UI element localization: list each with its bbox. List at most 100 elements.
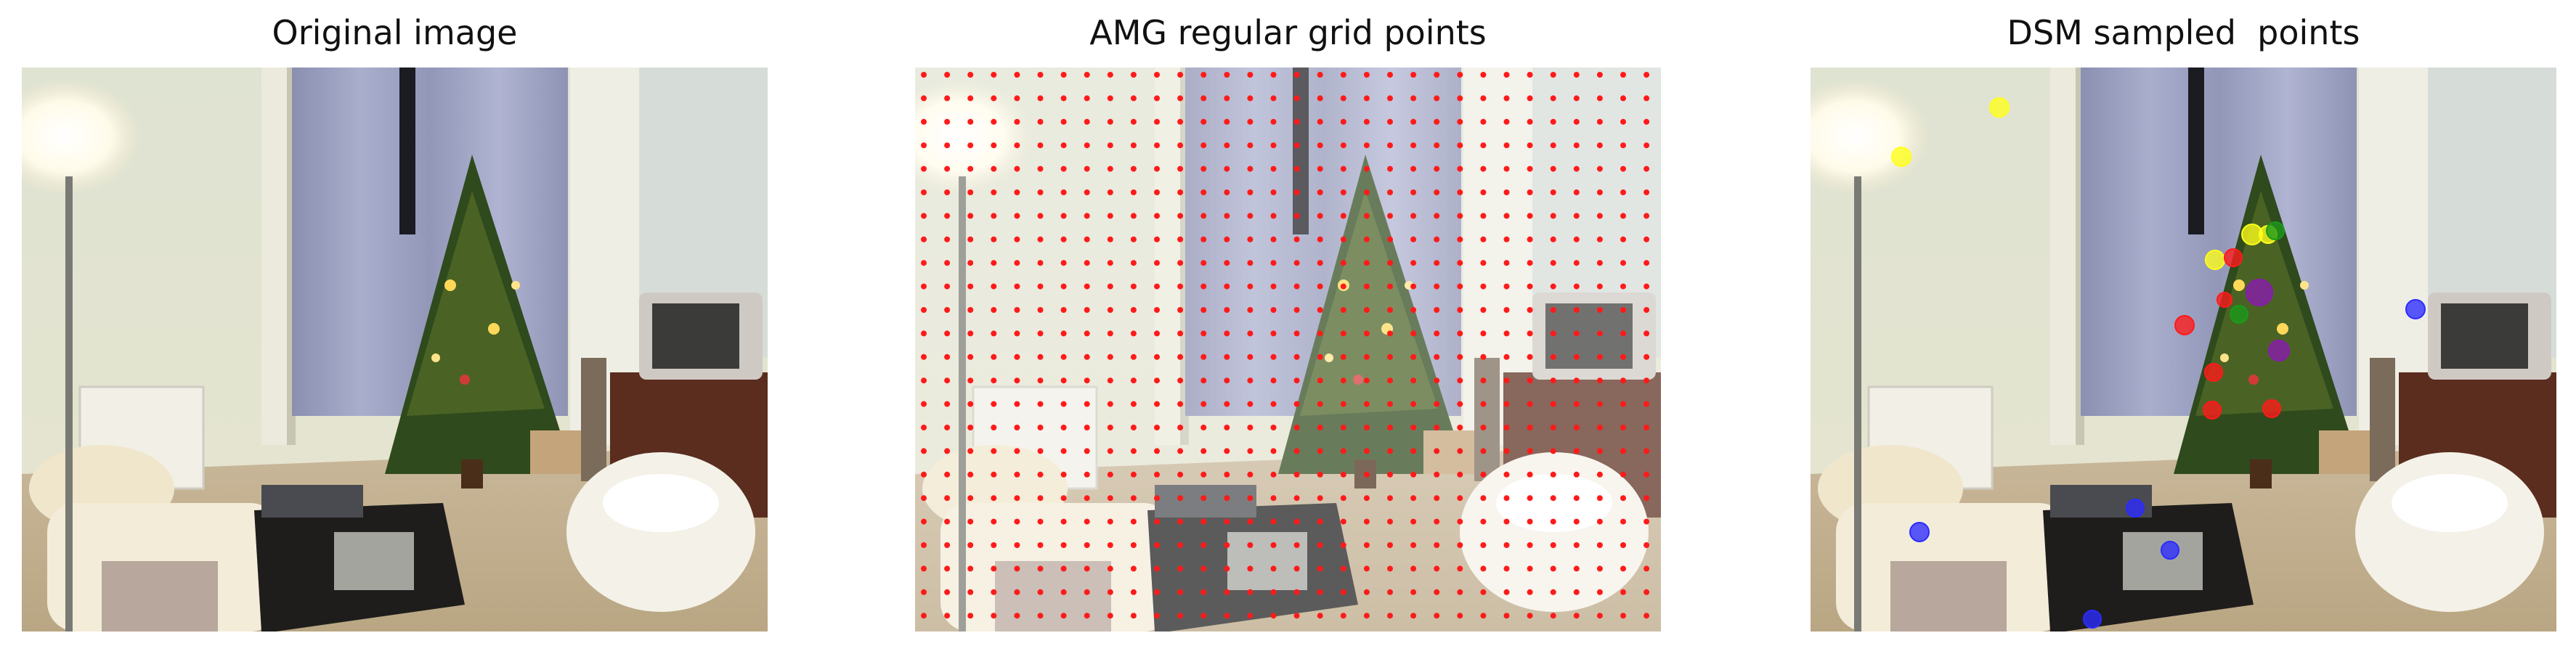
grid-point xyxy=(1503,353,1510,360)
grid-point xyxy=(1130,283,1137,290)
grid-point xyxy=(1317,353,1323,360)
grid-point xyxy=(1363,95,1370,102)
grid-point xyxy=(944,518,951,525)
grid-point xyxy=(1363,613,1370,619)
grid-point xyxy=(1130,353,1137,360)
grid-point xyxy=(1200,401,1207,407)
grid-point xyxy=(1037,542,1044,548)
grid-point xyxy=(1620,330,1626,337)
grid-point xyxy=(1293,95,1300,102)
grid-point xyxy=(1643,283,1650,290)
grid-point xyxy=(1527,542,1533,548)
grid-point xyxy=(1270,613,1277,619)
grid-point xyxy=(921,518,927,525)
grid-point xyxy=(991,518,997,525)
sampled-point xyxy=(1909,522,1930,542)
grid-point xyxy=(1643,401,1650,407)
grid-point xyxy=(1596,589,1603,595)
grid-point xyxy=(1154,118,1160,125)
grid-point xyxy=(1434,377,1440,384)
grid-point xyxy=(944,353,951,360)
grid-point xyxy=(1527,283,1533,290)
grid-point xyxy=(1224,236,1230,242)
grid-point xyxy=(1620,613,1626,619)
grid-point xyxy=(1573,542,1580,548)
grid-point xyxy=(1620,189,1626,195)
grid-point xyxy=(1154,565,1160,572)
grid-point xyxy=(1620,401,1626,407)
grid-point xyxy=(1317,401,1323,407)
grid-point xyxy=(1247,283,1254,290)
grid-point xyxy=(1596,283,1603,290)
grid-point xyxy=(1434,495,1440,502)
grid-point xyxy=(1410,495,1417,502)
grid-point xyxy=(1037,495,1044,502)
grid-point xyxy=(1107,236,1113,242)
grid-point xyxy=(1177,495,1184,502)
grid-point xyxy=(1480,189,1487,195)
grid-point xyxy=(1503,118,1510,125)
grid-point xyxy=(1387,118,1393,125)
grid-point xyxy=(1457,213,1463,219)
grid-point xyxy=(1434,542,1440,548)
grid-point xyxy=(1387,495,1393,502)
grid-point xyxy=(1340,283,1346,290)
grid-point xyxy=(1107,307,1113,313)
grid-point xyxy=(1224,353,1230,360)
grid-point xyxy=(1200,377,1207,384)
grid-point xyxy=(1107,613,1113,619)
grid-point xyxy=(967,495,974,502)
grid-point xyxy=(1130,142,1137,149)
grid-point xyxy=(1363,72,1370,78)
grid-point xyxy=(1200,95,1207,102)
grid-point xyxy=(1550,142,1556,149)
grid-point xyxy=(1620,518,1626,525)
grid-point xyxy=(1573,448,1580,454)
grid-point xyxy=(1573,236,1580,242)
grid-point xyxy=(1573,307,1580,313)
grid-point xyxy=(1573,260,1580,266)
grid-point xyxy=(1293,377,1300,384)
grid-point xyxy=(1387,353,1393,360)
grid-point xyxy=(1130,213,1137,219)
grid-point xyxy=(1363,448,1370,454)
grid-point xyxy=(1434,236,1440,242)
grid-point xyxy=(1387,165,1393,172)
grid-point xyxy=(1270,118,1277,125)
grid-point xyxy=(1573,95,1580,102)
grid-point xyxy=(1037,425,1044,430)
grid-point xyxy=(1107,589,1113,595)
grid-point xyxy=(921,565,927,572)
grid-point xyxy=(1387,330,1393,337)
grid-point xyxy=(944,260,951,266)
grid-point xyxy=(1224,260,1230,266)
grid-point xyxy=(1527,518,1533,525)
grid-point xyxy=(1084,377,1090,384)
grid-point xyxy=(1550,260,1556,266)
grid-point xyxy=(1387,95,1393,102)
grid-point xyxy=(1410,283,1417,290)
grid-point xyxy=(1503,142,1510,149)
grid-point xyxy=(1480,330,1487,337)
grid-point xyxy=(1107,353,1113,360)
grid-point xyxy=(1457,189,1463,195)
grid-point xyxy=(1387,542,1393,548)
grid-point xyxy=(1596,425,1603,430)
grid-point xyxy=(991,495,997,502)
grid-point xyxy=(1317,542,1323,548)
grid-point xyxy=(967,471,974,478)
grid-point xyxy=(1550,542,1556,548)
grid-point xyxy=(1620,142,1626,149)
grid-point xyxy=(1107,213,1113,219)
grid-point xyxy=(1317,471,1323,478)
grid-point xyxy=(1107,118,1113,125)
grid-point xyxy=(1177,236,1184,242)
grid-point xyxy=(1643,213,1650,219)
grid-point xyxy=(967,518,974,525)
grid-point xyxy=(1177,95,1184,102)
grid-point xyxy=(1270,565,1277,572)
grid-point xyxy=(1620,565,1626,572)
grid-point xyxy=(1037,189,1044,195)
grid-point xyxy=(1270,518,1277,525)
grid-point xyxy=(1410,142,1417,149)
